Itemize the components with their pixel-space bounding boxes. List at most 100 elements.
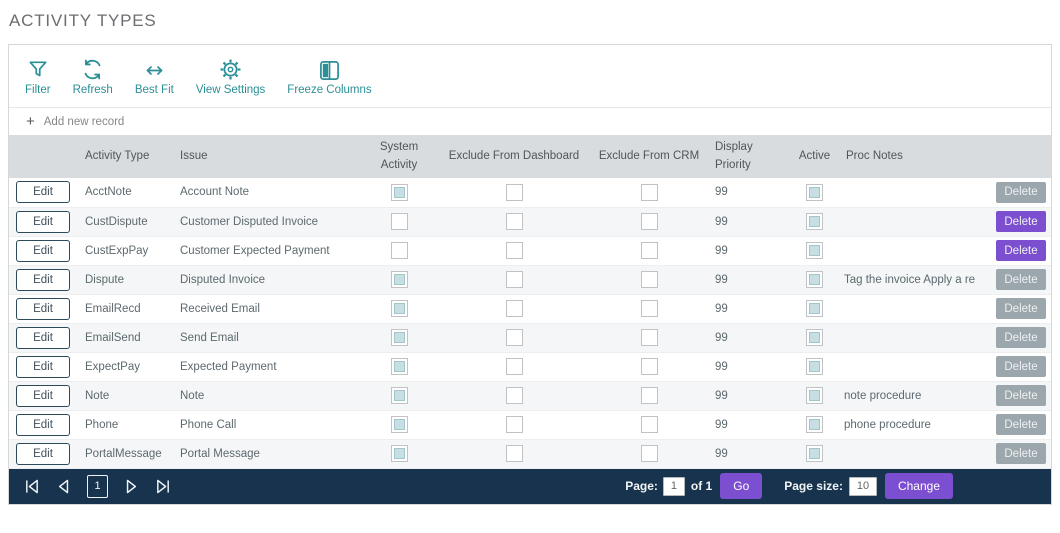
current-page-indicator[interactable]: 1 [87, 474, 108, 498]
proc-notes-cell [840, 439, 990, 468]
prev-page-button[interactable] [53, 475, 75, 497]
active-checkbox[interactable] [806, 213, 823, 230]
exclude-from-dashboard-checkbox[interactable] [505, 358, 523, 375]
edit-button[interactable]: Edit [16, 413, 70, 436]
last-page-button[interactable] [152, 475, 174, 497]
display-priority-cell: 99 [715, 186, 728, 199]
exclude-from-dashboard-checkbox[interactable] [505, 445, 523, 462]
issue-cell: Note [180, 389, 205, 402]
edit-button[interactable]: Edit [16, 239, 70, 262]
exclude-from-crm-checkbox[interactable] [640, 329, 658, 346]
active-checkbox[interactable] [806, 183, 823, 201]
edit-button[interactable]: Edit [16, 181, 70, 204]
activity-types-grid: Filter Refresh Best Fit View Settings Freeze… [8, 44, 1052, 505]
toolbar-freeze-columns[interactable]: Freeze Columns [287, 56, 372, 96]
active-checkbox[interactable] [806, 329, 823, 346]
proc-notes-cell [840, 178, 990, 207]
exclude-from-dashboard-checkbox[interactable] [505, 387, 523, 404]
display-priority-cell: 99 [715, 418, 728, 431]
exclude-from-crm-checkbox[interactable] [640, 183, 658, 201]
exclude-from-crm-checkbox[interactable] [640, 387, 658, 404]
go-button[interactable]: Go [720, 473, 763, 499]
exclude-from-dashboard-checkbox[interactable] [505, 183, 523, 201]
toolbar-refresh[interactable]: Refresh [73, 56, 113, 96]
exclude-from-crm-checkbox[interactable] [640, 300, 658, 317]
page-number-input[interactable] [662, 476, 685, 496]
column-header-system-activity[interactable]: System Activity [379, 140, 419, 171]
active-checkbox[interactable] [806, 358, 823, 375]
active-checkbox[interactable] [806, 271, 823, 288]
next-page-button[interactable] [120, 475, 142, 497]
delete-button[interactable]: Delete [996, 385, 1046, 406]
refresh-icon [80, 56, 105, 81]
active-checkbox[interactable] [806, 416, 823, 433]
delete-button[interactable]: Delete [996, 240, 1046, 261]
add-new-record-button[interactable]: + Add new record [9, 107, 1051, 135]
next-page-icon [126, 479, 137, 493]
delete-button[interactable]: Delete [996, 327, 1046, 348]
toolbar-filter[interactable]: Filter [25, 56, 51, 96]
exclude-from-crm-checkbox[interactable] [640, 242, 658, 259]
system-activity-checkbox[interactable] [390, 445, 408, 462]
change-button[interactable]: Change [884, 473, 953, 499]
column-header-active[interactable]: Active [798, 149, 831, 162]
system-activity-checkbox[interactable] [390, 213, 408, 230]
system-activity-checkbox[interactable] [390, 183, 408, 201]
edit-button[interactable]: Edit [16, 442, 70, 465]
system-activity-checkbox[interactable] [390, 242, 408, 259]
issue-cell: Phone Call [180, 418, 237, 431]
column-header-exclude-from-dashboard[interactable]: Exclude From Dashboard [448, 149, 580, 162]
display-priority-cell: 99 [715, 389, 728, 402]
edit-button[interactable]: Edit [16, 210, 70, 233]
exclude-from-crm-checkbox[interactable] [640, 358, 658, 375]
exclude-from-dashboard-checkbox[interactable] [505, 242, 523, 259]
exclude-from-crm-checkbox[interactable] [640, 271, 658, 288]
exclude-from-crm-checkbox[interactable] [640, 416, 658, 433]
system-activity-checkbox[interactable] [390, 358, 408, 375]
edit-button[interactable]: Edit [16, 297, 70, 320]
page-size-input[interactable] [848, 476, 877, 496]
table-row: Edit CustDispute Customer Disputed Invoice… [9, 207, 1051, 236]
exclude-from-dashboard-checkbox[interactable] [505, 416, 523, 433]
edit-button[interactable]: Edit [16, 355, 70, 378]
toolbar: Filter Refresh Best Fit View Settings Freeze… [9, 45, 1051, 107]
exclude-from-crm-checkbox[interactable] [640, 213, 658, 230]
edit-button[interactable]: Edit [16, 384, 70, 407]
column-header-activity-type[interactable]: Activity Type [85, 149, 150, 162]
delete-button[interactable]: Delete [996, 269, 1046, 290]
delete-button[interactable]: Delete [996, 211, 1046, 232]
system-activity-checkbox[interactable] [390, 271, 408, 288]
delete-button[interactable]: Delete [996, 414, 1046, 435]
delete-button[interactable]: Delete [996, 443, 1046, 464]
table-row: Edit ExpectPay Expected Payment 99 Delete [9, 352, 1051, 381]
toolbar-view-settings[interactable]: View Settings [196, 56, 265, 96]
exclude-from-dashboard-checkbox[interactable] [505, 213, 523, 230]
first-page-button[interactable] [21, 475, 43, 497]
display-priority-cell: 99 [715, 302, 728, 315]
system-activity-checkbox[interactable] [390, 387, 408, 404]
active-checkbox[interactable] [806, 387, 823, 404]
column-header-issue[interactable]: Issue [180, 149, 208, 162]
active-checkbox[interactable] [806, 445, 823, 462]
active-checkbox[interactable] [806, 242, 823, 259]
delete-button[interactable]: Delete [996, 298, 1046, 319]
exclude-from-dashboard-checkbox[interactable] [505, 300, 523, 317]
exclude-from-dashboard-checkbox[interactable] [505, 329, 523, 346]
exclude-from-dashboard-checkbox[interactable] [505, 271, 523, 288]
delete-button[interactable]: Delete [996, 356, 1046, 377]
toolbar-best-fit[interactable]: Best Fit [135, 56, 174, 96]
system-activity-checkbox[interactable] [390, 300, 408, 317]
system-activity-checkbox[interactable] [390, 416, 408, 433]
edit-button[interactable]: Edit [16, 268, 70, 291]
system-activity-checkbox[interactable] [390, 329, 408, 346]
column-header-exclude-from-crm[interactable]: Exclude From CRM [598, 149, 700, 162]
table-row: Edit CustExpPay Customer Expected Payment 9… [9, 236, 1051, 265]
column-header-proc-notes[interactable]: Proc Notes [846, 149, 903, 162]
exclude-from-crm-checkbox[interactable] [640, 445, 658, 462]
toolbar-label: View Settings [195, 84, 266, 96]
edit-button[interactable]: Edit [16, 326, 70, 349]
delete-button[interactable]: Delete [996, 181, 1046, 203]
column-header-display-priority[interactable]: Display Priority [715, 140, 753, 171]
active-checkbox[interactable] [806, 300, 823, 317]
table-row: Edit PortalMessage Portal Message 99 Delete [9, 439, 1051, 468]
